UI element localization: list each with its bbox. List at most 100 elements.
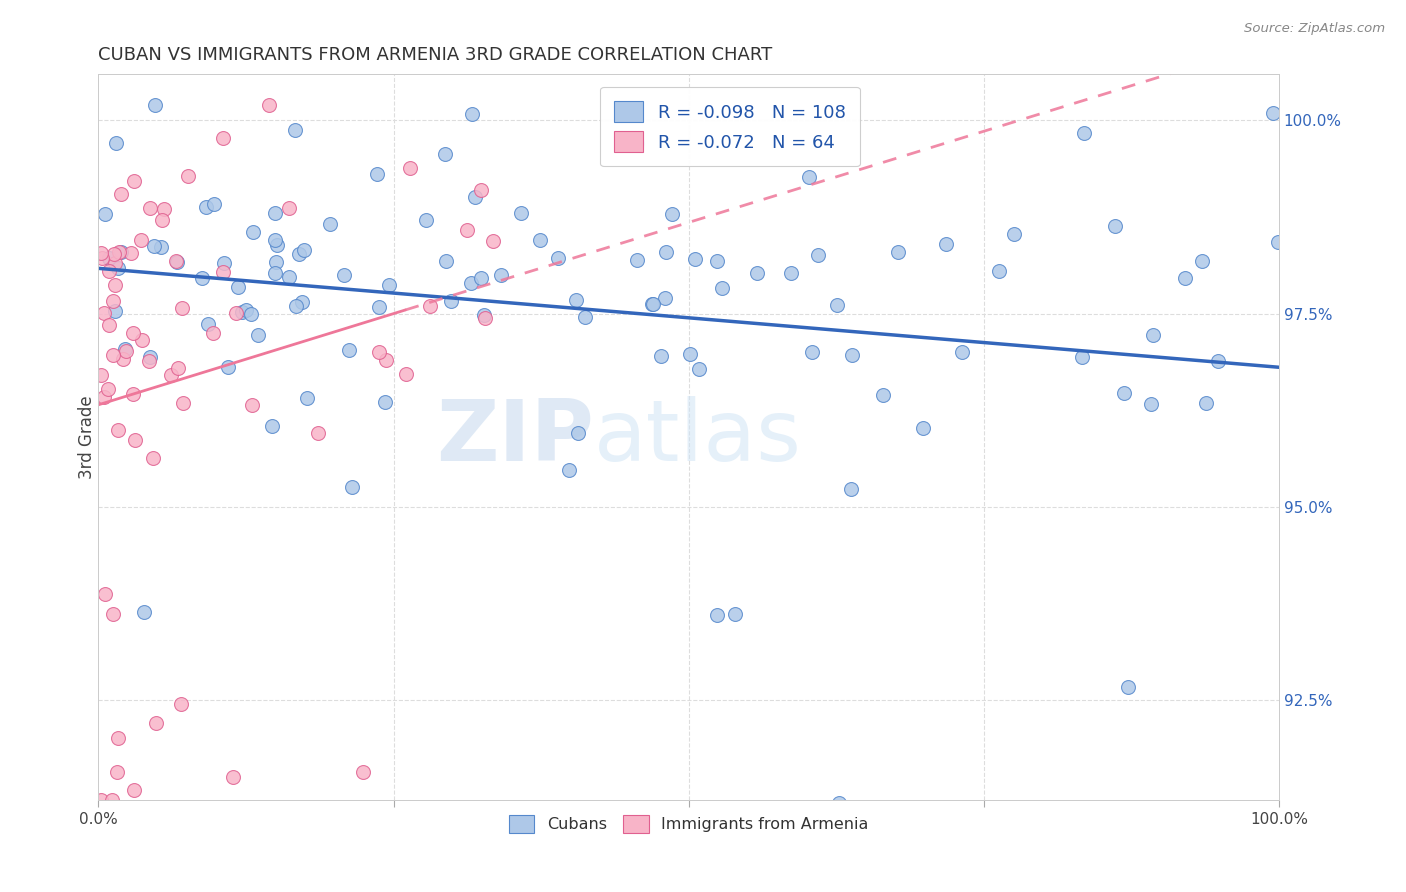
Point [558,463,581,477]
Point [101,607,124,621]
Point [378,277,401,292]
Point [464,190,486,204]
Point [239,307,262,321]
Point [1116,681,1139,695]
Point [460,277,482,291]
Point [145,715,167,730]
Point [169,697,191,711]
Point [124,783,146,797]
Point [235,303,257,318]
Point [121,386,143,401]
Point [212,265,235,279]
Point [277,201,299,215]
Point [202,197,225,211]
Point [96,382,118,396]
Point [228,280,250,294]
Point [710,281,733,295]
Point [641,297,664,311]
Point [110,186,132,201]
Point [150,213,173,227]
Point [841,348,863,362]
Point [440,294,463,309]
Point [988,264,1011,278]
Point [120,246,142,260]
Point [419,299,441,313]
Text: atlas: atlas [595,396,803,479]
Point [352,764,374,779]
Point [470,270,492,285]
Point [491,268,513,282]
Y-axis label: 3rd Grade: 3rd Grade [79,395,96,479]
Point [160,368,183,383]
Point [263,206,285,220]
Point [138,354,160,368]
Point [688,362,710,376]
Point [654,245,676,260]
Text: CUBAN VS IMMIGRANTS FROM ARMENIA 3RD GRADE CORRELATION CHART: CUBAN VS IMMIGRANTS FROM ARMENIA 3RD GRA… [98,46,773,64]
Point [101,348,124,362]
Point [472,309,495,323]
Point [107,423,129,437]
Point [201,326,224,341]
Point [1140,396,1163,410]
Point [277,270,299,285]
Point [1142,328,1164,343]
Point [114,342,136,356]
Point [191,271,214,285]
Point [246,328,269,343]
Point [107,260,129,275]
Point [547,251,569,265]
Point [112,351,135,366]
Point [706,253,728,268]
Point [142,239,165,253]
Point [262,418,284,433]
Point [172,301,194,316]
Point [285,299,308,313]
Point [745,266,768,280]
Point [167,361,190,376]
Point [1002,227,1025,241]
Point [177,169,200,183]
Point [828,796,851,810]
Point [129,233,152,247]
Point [780,266,803,280]
Point [266,237,288,252]
Point [284,123,307,137]
Point [433,147,456,161]
Point [297,391,319,405]
Point [101,793,124,807]
Point [650,349,672,363]
Point [395,368,418,382]
Point [1059,824,1081,838]
Point [231,304,253,318]
Point [124,174,146,188]
Point [124,433,146,447]
Point [257,98,280,112]
Point [91,251,114,265]
Point [839,482,862,496]
Point [368,300,391,314]
Point [104,277,127,292]
Point [307,426,329,441]
Point [366,167,388,181]
Point [104,304,127,318]
Point [456,223,478,237]
Point [107,731,129,746]
Point [212,255,235,269]
Point [97,318,120,332]
Point [98,251,121,265]
Point [374,395,396,409]
Point [143,98,166,112]
Point [626,252,648,267]
Point [139,202,162,216]
Point [872,388,894,402]
Point [529,233,551,247]
Point [661,207,683,221]
Point [434,253,457,268]
Point [1206,354,1229,368]
Point [800,345,823,359]
Point [110,245,132,260]
Point [1073,126,1095,140]
Point [139,351,162,365]
Point [212,131,235,145]
